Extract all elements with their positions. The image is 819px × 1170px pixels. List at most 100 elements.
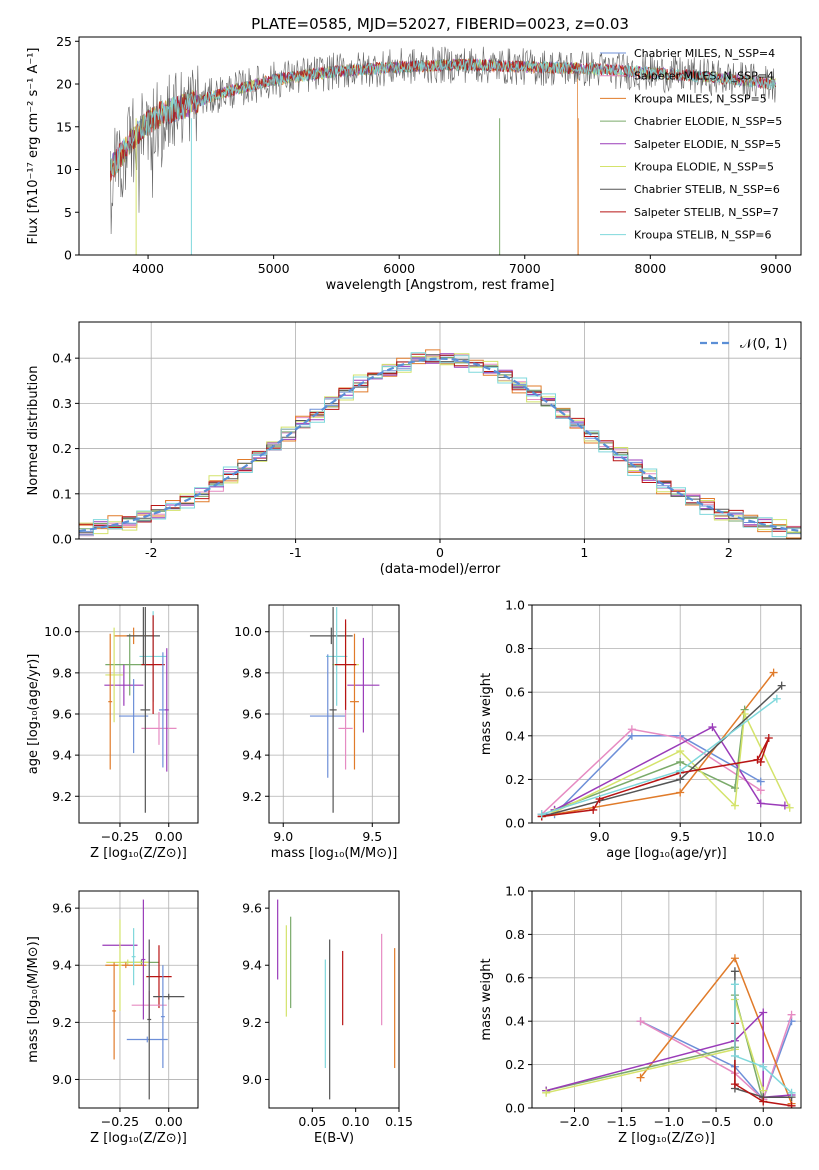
y-tick-label: 0.4 [52, 351, 72, 366]
x-tick-label: 0.05 [298, 1114, 326, 1129]
weight-line [541, 672, 775, 818]
plot-area [104, 607, 177, 813]
x-tick-label: 0.00 [155, 829, 183, 844]
age-vs-mass-panel: 9.0 9.5 9.2 9.4 9.6 9.8 10.0 mass [log₁₀(M/M⊙)] [234, 604, 400, 861]
x-axis-label: mass [log₁₀(M/M⊙)] [271, 846, 398, 861]
y-tick-label: 9.4 [52, 748, 72, 763]
x-axis-label: wavelength [Angstrom, rest frame] [326, 278, 555, 293]
y-tick-label: 9.8 [52, 665, 72, 680]
x-tick-label: 5000 [258, 261, 290, 276]
weight-line [554, 726, 785, 811]
x-tick-label: 9.0 [273, 829, 293, 844]
y-tick-label: 9.2 [242, 1015, 262, 1030]
x-tick-label: 8000 [634, 261, 666, 276]
weight-marker [764, 733, 773, 742]
y-tick-label: 9.6 [52, 707, 72, 722]
histogram-series [79, 352, 801, 538]
y-tick-label: 0.0 [505, 816, 525, 831]
weight-marker [785, 803, 794, 812]
x-axis-label: (data-model)/error [380, 562, 501, 577]
plot-area [79, 349, 801, 539]
x-tick-label: 9.5 [670, 829, 690, 844]
y-tick-label: 25 [56, 34, 72, 49]
x-tick-label: 0 [436, 545, 444, 560]
weight-marker [787, 1088, 796, 1097]
y-tick-label: 9.4 [242, 748, 262, 763]
weight-marker [636, 1017, 645, 1026]
plot-area [110, 46, 776, 255]
weight-marker [636, 1073, 645, 1082]
spectrum-line [110, 58, 776, 176]
x-tick-label: 6000 [383, 261, 415, 276]
legend-label: Chabrier MILES, N_SSP=4 [634, 47, 775, 60]
normal-curve [79, 357, 801, 533]
spectrum-panel: Chabrier MILES, N_SSP=4 Salpeter MILES, N… [26, 34, 802, 293]
x-axis-label: E(B-V) [314, 1131, 354, 1146]
x-axis-label: Z [log₁₀(Z/Z⊙)] [618, 1131, 715, 1146]
legend-label: Salpeter STELIB, N_SSP=7 [634, 206, 779, 219]
x-tick-label: 9000 [760, 261, 792, 276]
y-tick-label: 0.3 [52, 396, 72, 411]
axes-frame [268, 890, 400, 1109]
x-tick-label: -1 [289, 545, 301, 560]
weight-marker [756, 799, 765, 808]
x-tick-label: -2 [145, 545, 157, 560]
y-tick-label: 0.2 [505, 772, 525, 787]
weight-marker [756, 757, 765, 766]
y-tick-label: 0 [64, 248, 72, 263]
y-axis-label: mass [log₁₀(M/M⊙)] [26, 936, 41, 1063]
x-tick-label: 1 [580, 545, 588, 560]
y-tick-label: 0.2 [52, 441, 72, 456]
legend-label: Kroupa STELIB, N_SSP=6 [634, 229, 772, 242]
mass-vs-ebv-panel: 0.05 0.10 0.15 9.0 9.2 9.4 9.6 E(B-V) [242, 890, 413, 1146]
weight-vs-metallicity-panel: −2.0 −1.5 −1.0 −0.5 0.0 0.0 0.2 0.4 0.6 0.8 1.0 Z [… [479, 884, 802, 1146]
x-tick-label: 7000 [509, 261, 541, 276]
weight-marker [772, 694, 781, 703]
y-tick-label: 0.4 [505, 728, 525, 743]
plot-area [102, 899, 185, 1100]
y-tick-label: 9.6 [52, 901, 72, 916]
y-tick-label: 9.6 [242, 707, 262, 722]
x-tick-label: 0.15 [385, 1114, 413, 1129]
x-tick-label: 4000 [132, 261, 164, 276]
y-tick-label: 0.6 [505, 970, 525, 985]
x-tick-label: −1.0 [654, 1114, 684, 1129]
x-axis-label: Z [log₁₀(Z/Z⊙)] [90, 846, 187, 861]
weight-line [554, 711, 791, 813]
legend-label: Salpeter MILES, N_SSP=4 [634, 70, 774, 83]
y-tick-label: 0.0 [52, 532, 72, 547]
y-tick-label: 0.6 [505, 685, 525, 700]
plot-area [537, 668, 794, 821]
weight-marker [676, 747, 685, 756]
y-axis-label: Flux [fλ10⁻¹⁷ erg cm⁻² s⁻¹ A⁻¹] [26, 48, 41, 245]
x-tick-label: −2.0 [559, 1114, 589, 1129]
weight-marker [730, 784, 739, 793]
x-tick-label: 9.0 [590, 829, 610, 844]
weight-line [734, 984, 793, 1094]
histogram-series [79, 353, 801, 532]
legend-label: Kroupa MILES, N_SSP=5 [634, 92, 767, 105]
weight-marker [769, 668, 778, 677]
weight-marker [589, 805, 598, 814]
y-tick-label: 0.4 [505, 1014, 525, 1029]
x-tick-label: 0.00 [155, 1114, 183, 1129]
x-axis-label: Z [log₁₀(Z/Z⊙)] [90, 1131, 187, 1146]
y-axis-label: mass weight [479, 673, 494, 755]
y-tick-label: 10 [56, 162, 72, 177]
y-tick-label: 0.8 [505, 927, 525, 942]
x-tick-label: −0.25 [101, 1114, 139, 1129]
y-tick-label: 5 [64, 205, 72, 220]
plot-area [542, 954, 796, 1108]
y-axis-label: mass weight [479, 958, 494, 1040]
weight-marker [676, 766, 685, 775]
weight-marker [777, 681, 786, 690]
x-tick-label: −0.5 [701, 1114, 731, 1129]
x-tick-label: 0.10 [342, 1114, 370, 1129]
weight-line [541, 728, 762, 815]
x-tick-label: 9.5 [362, 829, 382, 844]
age-vs-metallicity-panel: −0.25 0.00 9.2 9.4 9.6 9.8 10.0 Z [log₁₀(Z/Z⊙)]… [26, 604, 199, 861]
y-tick-label: 9.0 [52, 1072, 72, 1087]
weight-marker [708, 723, 717, 732]
legend-label: 𝒩(0, 1) [740, 337, 787, 352]
figure-title: PLATE=0585, MJD=52027, FIBERID=0023, z=0… [251, 15, 629, 33]
